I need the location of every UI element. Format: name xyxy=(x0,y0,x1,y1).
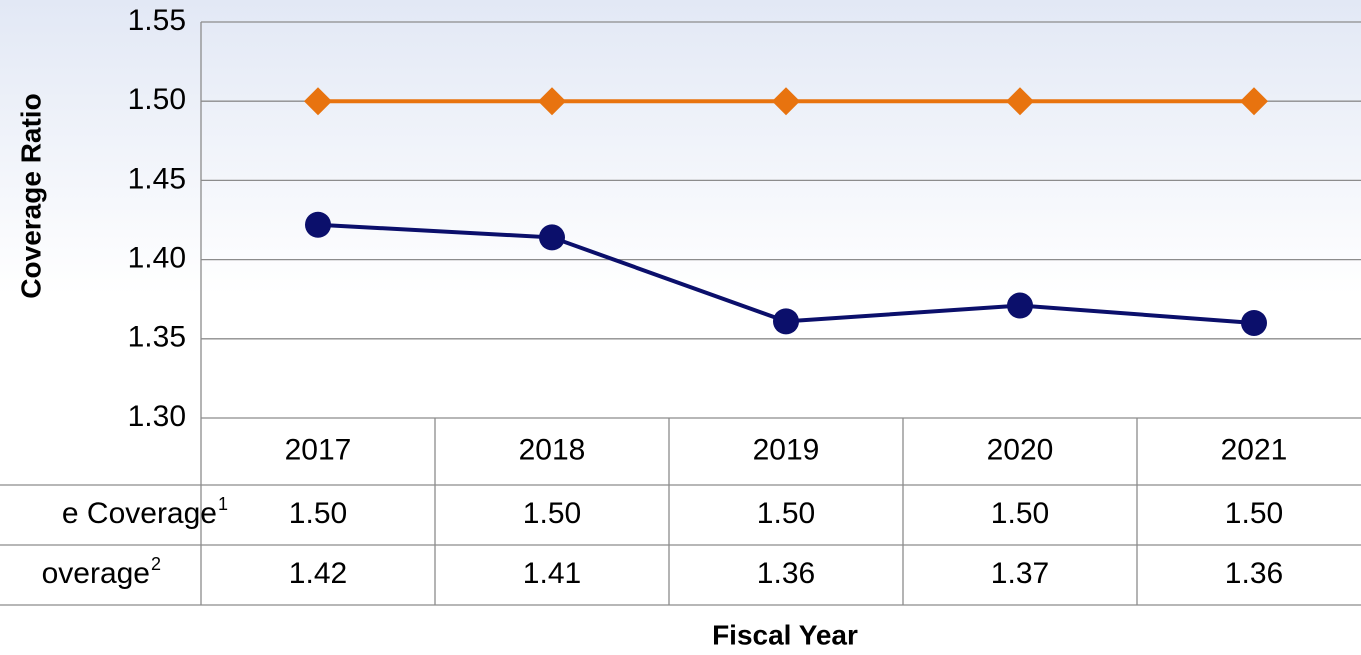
point xyxy=(1006,87,1034,116)
table-row-label: e Coverage xyxy=(62,497,217,530)
point xyxy=(772,87,800,116)
point xyxy=(1240,87,1268,116)
point xyxy=(304,87,332,116)
table-cell: 1.37 xyxy=(991,557,1049,590)
y-tick-label: 1.30 xyxy=(128,400,186,433)
point xyxy=(773,308,799,335)
point xyxy=(1241,309,1267,336)
y-tick-label: 1.35 xyxy=(128,321,186,354)
x-tick-label: 2017 xyxy=(285,433,352,466)
x-tick-label: 2020 xyxy=(987,433,1054,466)
table-cell: 1.50 xyxy=(991,497,1049,530)
x-axis-title: Fiscal Year xyxy=(712,619,858,650)
x-tick-label: 2019 xyxy=(753,433,820,466)
table-cell: 1.50 xyxy=(289,497,347,530)
y-tick-label: 1.55 xyxy=(128,4,186,37)
table-cell: 1.50 xyxy=(1225,497,1283,530)
y-axis-title: Coverage Ratio xyxy=(15,93,46,298)
y-tick-label: 1.50 xyxy=(128,83,186,116)
table-cell: 1.36 xyxy=(1225,557,1283,590)
table-cell: 1.42 xyxy=(289,557,347,590)
y-tick-label: 1.45 xyxy=(128,162,186,195)
table-row-footnote: 1 xyxy=(218,494,228,514)
table-cell: 1.41 xyxy=(523,557,581,590)
table-cell: 1.50 xyxy=(523,497,581,530)
point xyxy=(538,87,566,116)
x-tick-label: 2021 xyxy=(1221,433,1288,466)
point xyxy=(539,224,565,251)
table-row-footnote: 2 xyxy=(151,554,161,574)
point xyxy=(1007,292,1033,319)
table-cell: 1.50 xyxy=(757,497,815,530)
table-cell: 1.36 xyxy=(757,557,815,590)
y-tick-label: 1.40 xyxy=(128,242,186,275)
table-row-label: overage xyxy=(42,557,150,590)
x-tick-label: 2018 xyxy=(519,433,586,466)
point xyxy=(305,211,331,238)
